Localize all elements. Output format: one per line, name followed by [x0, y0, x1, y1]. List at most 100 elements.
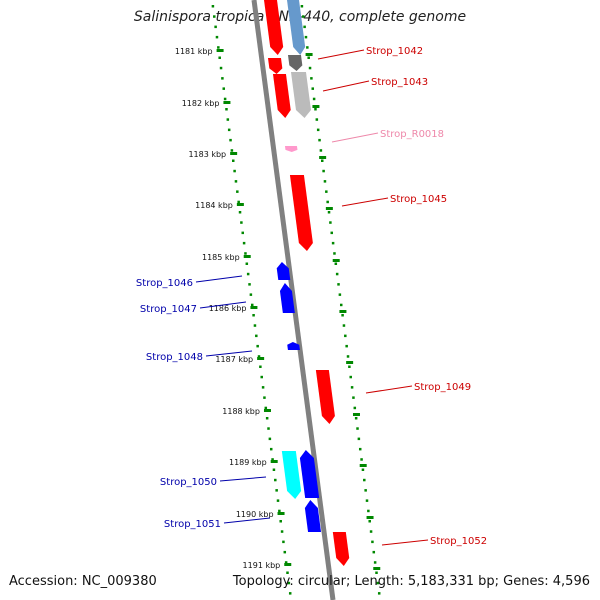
tick-mark	[240, 221, 243, 224]
tick-mark	[261, 386, 265, 389]
tick-mark	[284, 561, 288, 564]
major-tick	[332, 259, 340, 262]
summary-text: Topology: circular; Length: 5,183,331 bp…	[232, 574, 590, 589]
tick-mark	[308, 66, 312, 70]
tick-mark	[222, 87, 226, 90]
major-tick	[312, 105, 320, 108]
tick-mark	[276, 499, 280, 502]
backbone-line	[251, 0, 336, 600]
tick-mark	[264, 406, 268, 410]
gene-feature	[332, 532, 350, 566]
callout-line	[317, 49, 365, 60]
tick-mark	[306, 46, 309, 49]
tick-mark	[279, 520, 282, 523]
tick-mark	[373, 561, 377, 564]
gene-feature	[315, 370, 335, 424]
tick-mark	[223, 97, 227, 101]
tick-mark	[303, 25, 306, 29]
tick-mark	[361, 468, 365, 471]
tick-mark	[325, 190, 328, 193]
kbp-label: 1184 kbp	[195, 201, 233, 210]
gene-label-strop_1048: Strop_1048	[146, 352, 203, 363]
gene-feature	[290, 72, 311, 118]
tick-mark	[323, 180, 327, 183]
gene-feature	[304, 500, 322, 532]
accession-text: Accession: NC_009380	[9, 574, 157, 589]
tick-mark	[349, 375, 352, 379]
tick-mark	[319, 149, 323, 152]
tick-mark	[367, 509, 370, 513]
gene-label-strop_1047: Strop_1047	[140, 304, 197, 315]
tick-mark	[311, 87, 315, 90]
callout-line	[331, 132, 379, 143]
tick-mark	[338, 293, 342, 296]
major-tick	[319, 156, 327, 159]
gene-label-strop_1052: Strop_1052	[430, 536, 487, 547]
tick-mark	[307, 56, 310, 59]
tick-mark	[363, 478, 366, 482]
tick-mark	[282, 540, 285, 544]
gene-label-strop_1051: Strop_1051	[164, 519, 221, 530]
tick-mark	[218, 56, 221, 59]
tick-mark	[377, 592, 381, 595]
tick-mark	[346, 355, 350, 358]
tick-mark	[327, 211, 331, 214]
tick-mark	[242, 241, 246, 245]
tick-mark	[288, 592, 292, 595]
gene-feature	[287, 55, 303, 71]
callout-line	[341, 197, 389, 207]
kbp-label: 1181 kbp	[175, 47, 213, 56]
major-tick	[366, 516, 374, 519]
major-tick	[346, 361, 354, 364]
gene-features	[264, 0, 350, 566]
tick-mark	[213, 15, 216, 18]
major-tick	[250, 306, 258, 309]
ruler-ticks-right	[300, 5, 381, 595]
tick-mark	[260, 375, 263, 379]
gene-label-strop_1042: Strop_1042	[366, 46, 423, 57]
tick-mark	[360, 458, 363, 461]
gene-feature	[276, 262, 291, 280]
kbp-label: 1189 kbp	[229, 458, 267, 467]
tick-mark	[333, 252, 336, 255]
tick-mark	[337, 283, 340, 286]
tick-mark	[365, 499, 369, 502]
tick-mark	[287, 581, 291, 585]
major-tick	[223, 101, 231, 104]
kbp-label: 1186 kbp	[209, 304, 247, 313]
tick-mark	[302, 15, 305, 18]
tick-mark	[315, 118, 319, 121]
callout-line	[199, 301, 247, 309]
callout-line	[195, 275, 243, 283]
tick-mark	[250, 303, 254, 307]
tick-mark	[265, 417, 269, 420]
tick-mark	[348, 365, 351, 368]
kbp-label: 1182 kbp	[182, 99, 220, 108]
tick-mark	[259, 365, 262, 368]
gene-feature	[299, 450, 320, 498]
major-tick	[216, 49, 224, 52]
tick-mark	[316, 128, 320, 132]
tick-mark	[322, 169, 325, 173]
major-tick	[270, 460, 278, 463]
kbp-label: 1185 kbp	[202, 253, 240, 262]
tick-mark	[248, 283, 251, 286]
major-tick	[277, 512, 285, 515]
callout-line	[365, 385, 413, 394]
tick-mark	[334, 262, 338, 265]
tick-mark	[225, 108, 228, 111]
kbp-label: 1191 kbp	[243, 561, 281, 570]
tick-mark	[236, 190, 239, 193]
major-tick	[236, 203, 244, 206]
tick-mark	[274, 478, 277, 482]
tick-mark	[280, 530, 284, 533]
gene-label-strop_1043: Strop_1043	[371, 77, 428, 88]
ruler-labels: 1181 kbp 1182 kbp 1183 kbp 1184 kbp 1185 kbp…	[175, 47, 381, 570]
gene-feature	[279, 283, 295, 313]
callout-line	[219, 476, 267, 482]
tick-mark	[267, 427, 270, 430]
gene-feature	[289, 175, 313, 251]
major-tick	[243, 255, 251, 258]
tick-mark	[233, 169, 236, 173]
tick-mark	[249, 293, 253, 296]
